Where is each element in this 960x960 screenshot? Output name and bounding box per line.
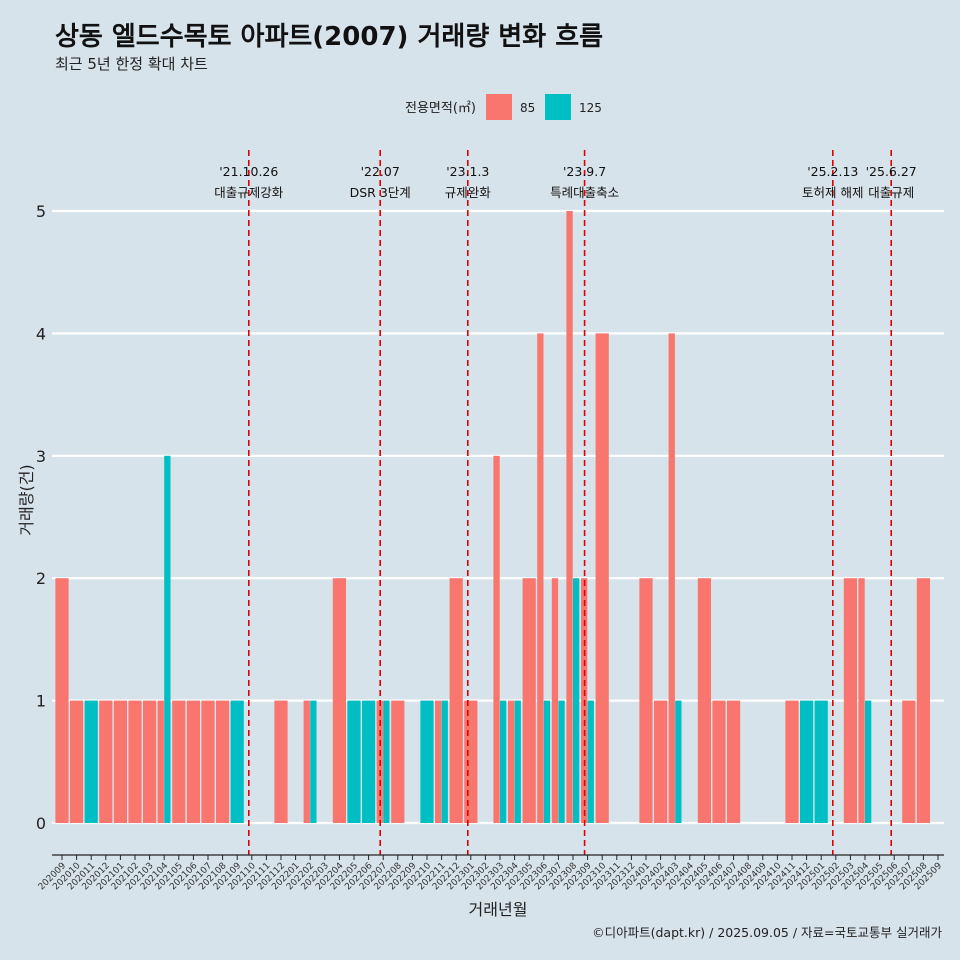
bar-85 [902, 700, 916, 823]
y-tick-label: 2 [36, 569, 46, 588]
y-tick-label: 0 [36, 814, 46, 833]
event-label: 토허제 해제 [802, 185, 863, 200]
bar-85 [435, 700, 442, 823]
bar-85 [668, 333, 675, 823]
bar-85 [654, 700, 668, 823]
event-date: '25.6.27 [866, 164, 917, 179]
bar-125 [383, 700, 390, 823]
bar-125 [543, 700, 551, 823]
source-caption: ©디아파트(dapt.kr) / 2025.09.05 / 자료=국토교통부 실… [592, 925, 942, 940]
bar-85 [391, 700, 405, 823]
bar-125 [347, 700, 361, 823]
event-date: '21.10.26 [219, 164, 278, 179]
bar-85 [274, 700, 288, 823]
bar-125 [441, 700, 448, 823]
bar-85 [99, 700, 113, 823]
bar-125 [587, 700, 594, 823]
event-label: 대출규제강화 [214, 185, 284, 200]
bar-85 [595, 333, 609, 823]
bar-125 [310, 700, 317, 823]
bar-85 [157, 700, 164, 823]
y-tick-label: 5 [36, 202, 46, 221]
bar-85 [332, 578, 346, 823]
bar-85 [172, 700, 186, 823]
bar-125 [84, 700, 98, 823]
bar-85 [712, 700, 726, 823]
bar-85 [143, 700, 157, 823]
y-tick-label: 1 [36, 692, 46, 711]
bar-85 [537, 333, 544, 823]
event-date: '23.9.7 [563, 164, 606, 179]
bar-85 [216, 700, 230, 823]
bar-85 [858, 578, 865, 823]
y-tick-label: 3 [36, 447, 46, 466]
y-tick-label: 4 [36, 324, 46, 343]
x-axis-title: 거래년월 [469, 900, 528, 919]
bar-85 [727, 700, 741, 823]
bar-85 [464, 700, 478, 823]
bar-85 [551, 578, 559, 823]
bar-85 [843, 578, 857, 823]
bar-85 [697, 578, 711, 823]
bar-85 [508, 700, 515, 823]
bar-85 [186, 700, 200, 823]
bar-125 [420, 700, 434, 823]
bar-125 [362, 700, 376, 823]
bar-125 [558, 700, 565, 823]
bar-125 [514, 700, 521, 823]
bar-125 [230, 700, 244, 823]
bar-85 [522, 578, 536, 823]
event-date: '22.07 [361, 164, 400, 179]
bar-85 [566, 211, 573, 823]
legend-label-125: 125 [579, 101, 602, 115]
bar-85 [785, 700, 799, 823]
legend-label-85: 85 [520, 101, 535, 115]
legend-title: 전용면적(㎡) [405, 101, 476, 116]
bar-85 [449, 578, 463, 823]
bar-85 [128, 700, 142, 823]
bar-125 [814, 700, 828, 823]
bar-85 [55, 578, 69, 823]
chart-subtitle: 최근 5년 한정 확대 차트 [55, 55, 208, 73]
bar-85 [916, 578, 930, 823]
bar-85 [201, 700, 215, 823]
event-date: '25.2.13 [807, 164, 858, 179]
bar-125 [500, 700, 507, 823]
legend-swatch-85 [486, 94, 512, 120]
bar-85 [303, 700, 310, 823]
bar-125 [573, 578, 580, 823]
bar-125 [675, 700, 682, 823]
legend-swatch-125 [545, 94, 571, 120]
chart-title: 상동 엘드수목토 아파트(2007) 거래량 변화 흐름 [55, 22, 604, 52]
event-label: DSR 3단계 [350, 185, 411, 200]
y-axis-title: 거래량(건) [17, 464, 36, 535]
bar-125 [800, 700, 814, 823]
bar-85 [70, 700, 84, 823]
event-label: 특례대출축소 [550, 185, 619, 200]
bar-85 [113, 700, 127, 823]
bar-125 [865, 700, 872, 823]
bar-125 [164, 455, 171, 823]
event-label: 대출규제 [868, 185, 914, 200]
event-date: '23.1.3 [446, 164, 489, 179]
bar-85 [639, 578, 653, 823]
event-label: 규제완화 [445, 185, 492, 200]
bar-85 [493, 455, 500, 823]
